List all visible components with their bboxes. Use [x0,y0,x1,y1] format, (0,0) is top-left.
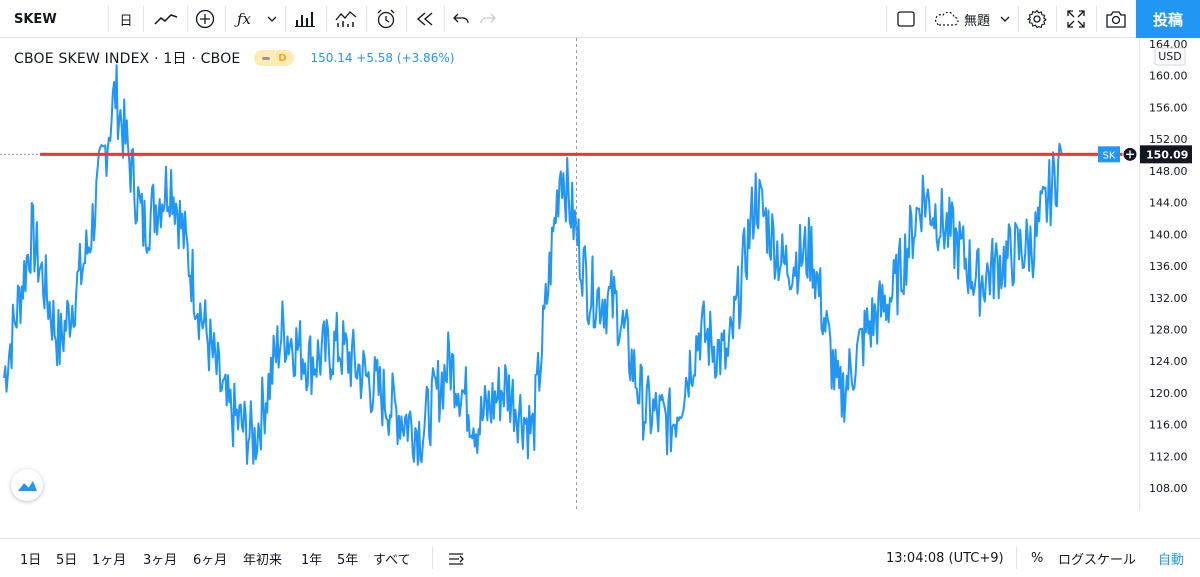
compare-add-icon[interactable] [191,0,219,38]
layout-name-label[interactable]: 無題 [963,13,990,29]
price-chart[interactable]: 108.00 112.00 116.00 120.00 124.00 128.00 132.… [0,38,1200,532]
toolbar-divider [406,6,407,32]
chart-legend: CBOE SKEW INDEX · 1日 · CBOE D 150.14 +5.… [14,48,454,68]
symbol-search-button[interactable]: SKEW [14,11,57,27]
toolbar-divider [444,6,445,32]
currency-unit-label: USD [1154,47,1186,66]
goto-date-icon[interactable] [448,539,466,577]
dash-icon [262,56,271,60]
bottom-divider [432,547,433,569]
last-price-tag: SK 150.09 [1098,145,1192,164]
last-price-value: 150.09 [1146,148,1188,161]
chart-pane[interactable]: 108.00 112.00 116.00 120.00 124.00 128.00 132.… [0,38,1200,532]
price-tick-label: 144.00 [1149,197,1188,210]
fullscreen-layout-icon[interactable] [893,0,919,38]
chevron-down-icon[interactable] [998,0,1012,38]
toolbar-divider [1096,6,1097,32]
range-1m-button[interactable]: 1ヶ月 [92,553,127,568]
price-tick-label: 128.00 [1149,324,1188,337]
price-tick-label: 156.00 [1149,101,1188,114]
price-tick-label: 132.00 [1149,292,1188,305]
badge-letter: D [278,52,287,64]
toolbar-divider [1056,6,1057,32]
tradingview-logo-icon[interactable] [11,469,43,501]
range-5d-button[interactable]: 5日 [56,553,78,568]
toolbar-divider [925,6,926,32]
legend-title[interactable]: CBOE SKEW INDEX · 1日 · CBOE [14,51,241,67]
bottom-toolbar: 1日 5日 1ヶ月 3ヶ月 6ヶ月 年初来 1年 5年 すべて 13:04:08… [0,538,1200,577]
indicators-icon[interactable]: ƒx [236,10,251,28]
range-6m-button[interactable]: 6ヶ月 [193,553,228,568]
series-tag [1098,146,1120,163]
top-toolbar: SKEW 日 ƒx 無題 [0,0,1200,38]
redo-icon[interactable] [476,0,500,38]
price-axis[interactable]: 108.00 112.00 116.00 120.00 124.00 128.00 132.… [1149,38,1188,495]
gear-icon[interactable] [1024,0,1050,38]
alarm-clock-icon[interactable] [371,0,401,38]
log-scale-toggle[interactable]: ログスケール [1058,553,1137,568]
publish-button[interactable]: 投稿 [1136,0,1200,38]
plus-icon [1126,150,1134,159]
bottom-divider [1016,547,1017,569]
bar-chart-icon[interactable] [290,0,320,38]
legend-quote: 150.14 +5.58 (+3.86%) [310,51,455,65]
skew-series-line [3,64,1063,466]
range-5y-button[interactable]: 5年 [337,553,359,568]
range-ytd-button[interactable]: 年初来 [243,553,283,568]
price-tick-label: 116.00 [1149,419,1188,432]
auto-scale-toggle[interactable]: 自動 [1158,553,1185,568]
price-tick-label: 112.00 [1149,450,1188,463]
series-tag-text: SK [1103,150,1116,161]
price-tick-label: 140.00 [1149,228,1188,241]
chart-style-icon[interactable] [150,0,182,38]
replay-icon[interactable] [411,0,439,38]
toolbar-divider [143,6,144,32]
undo-icon[interactable] [449,0,473,38]
series-layer [3,64,1063,466]
range-1d-button[interactable]: 1日 [20,553,42,568]
toolbar-divider [1018,6,1019,32]
toolbar-divider [225,6,226,32]
financials-icon[interactable] [331,0,361,38]
price-tick-label: 136.00 [1149,260,1188,273]
expand-icon[interactable] [1062,0,1090,38]
range-1y-button[interactable]: 1年 [301,553,323,568]
last-price-box [1140,145,1192,164]
price-tick-label: 152.00 [1149,133,1188,146]
cloud-icon[interactable] [931,0,961,38]
price-tick-label: 160.00 [1149,70,1188,83]
toolbar-divider [886,6,887,32]
toolbar-divider [187,6,188,32]
toolbar-divider [108,6,109,32]
range-3m-button[interactable]: 3ヶ月 [143,553,178,568]
price-tick-label: 120.00 [1149,387,1188,400]
interval-button[interactable]: 日 [119,13,133,29]
chevron-down-icon[interactable] [264,0,280,38]
toolbar-divider [326,6,327,32]
clock-time[interactable]: 13:04:08 (UTC+9) [886,551,1004,566]
toolbar-divider [285,6,286,32]
toolbar-divider [366,6,367,32]
range-all-button[interactable]: すべて [373,553,411,568]
currency-unit-text: USD [1158,50,1182,63]
price-tick-label: 124.00 [1149,355,1188,368]
price-tick-label: 108.00 [1149,482,1188,495]
percent-scale-toggle[interactable]: % [1031,551,1044,566]
camera-icon[interactable] [1102,0,1130,38]
market-status-badge: D [254,50,295,66]
price-tick-label: 148.00 [1149,165,1188,178]
